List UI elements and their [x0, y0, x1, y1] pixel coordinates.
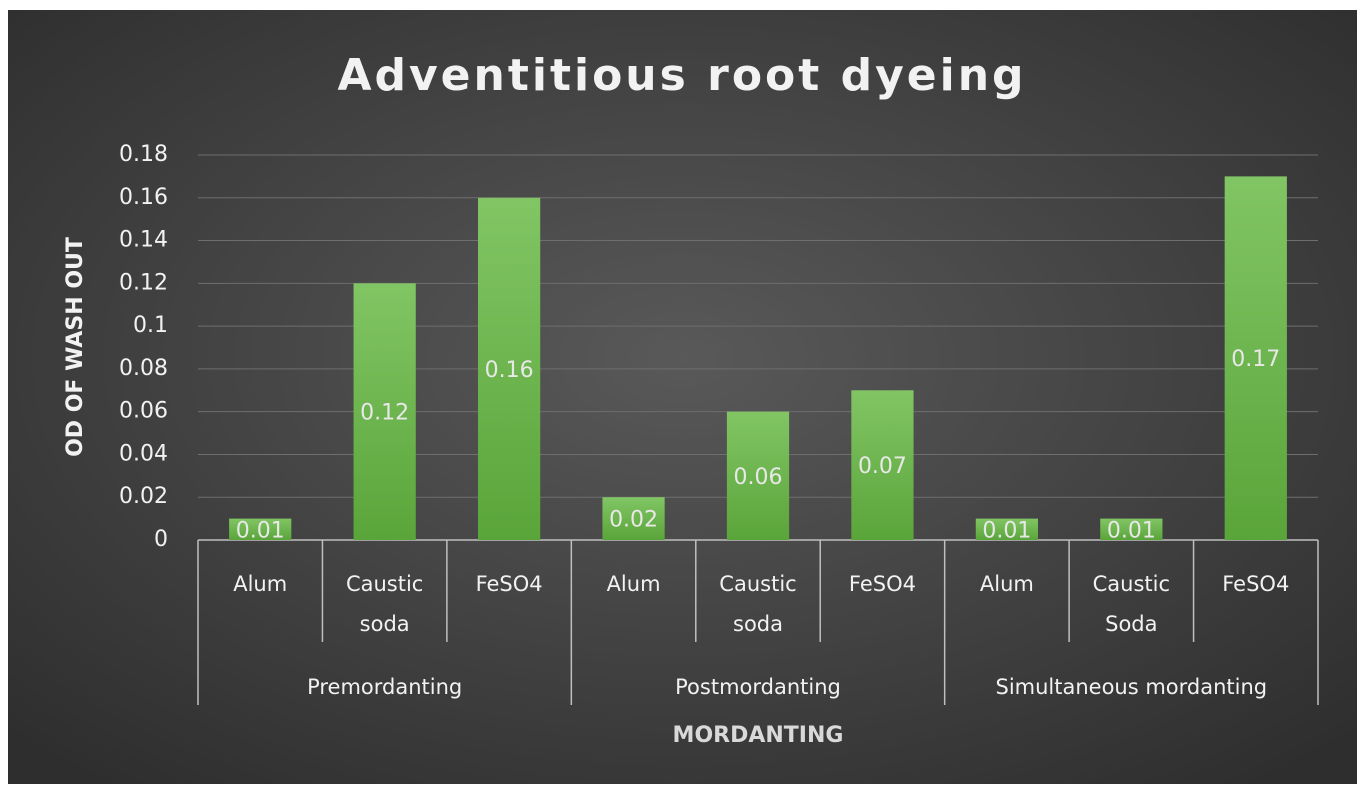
- bar: [726, 411, 790, 540]
- bar: [975, 518, 1038, 540]
- y-tick-label: 0: [154, 527, 168, 552]
- y-tick-label: 0.16: [119, 185, 168, 210]
- x-tick-label: Caustic soda: [346, 572, 423, 636]
- group-label: Simultaneous mordanting: [995, 675, 1267, 699]
- x-tick-label: Caustic soda: [719, 572, 796, 636]
- background: [8, 10, 1357, 784]
- y-tick-label: 0.08: [119, 356, 168, 381]
- y-tick-label: 0.1: [133, 313, 168, 338]
- y-tick-label: 0.14: [119, 228, 168, 253]
- x-tick-label: FeSO4: [849, 572, 916, 596]
- y-tick-label: 0.12: [119, 270, 168, 295]
- x-tick-label: Alum: [607, 572, 661, 596]
- x-tick-label: FeSO4: [1222, 572, 1289, 596]
- y-tick-label: 0.04: [119, 441, 168, 466]
- x-tick-label: Caustic Soda: [1093, 572, 1170, 636]
- bar: [1100, 518, 1163, 540]
- value-label: 0.02: [609, 508, 658, 533]
- value-label: 0.12: [360, 401, 409, 426]
- group-label: Premordanting: [307, 675, 462, 699]
- value-label: 0.17: [1231, 347, 1280, 372]
- x-axis-title: MORDANTING: [673, 723, 844, 748]
- y-tick-label: 0.18: [119, 142, 168, 167]
- value-label: 0.06: [734, 465, 783, 490]
- y-tick-label: 0.06: [119, 399, 168, 424]
- bar: [478, 197, 541, 540]
- y-axis-title: OD OF WASH OUT: [63, 237, 88, 457]
- bar: [353, 283, 416, 540]
- value-label: 0.16: [485, 358, 534, 383]
- value-label: 0.01: [236, 518, 285, 543]
- x-tick-label: Alum: [233, 572, 287, 596]
- chart-title: Adventitious root dyeing: [337, 50, 1026, 101]
- bar: [229, 518, 292, 540]
- y-tick-label: 0.02: [119, 484, 168, 509]
- value-label: 0.01: [982, 518, 1031, 543]
- group-label: Postmordanting: [675, 675, 841, 699]
- value-label: 0.07: [858, 454, 907, 479]
- x-tick-label: Alum: [980, 572, 1034, 596]
- value-label: 0.01: [1107, 518, 1156, 543]
- x-tick-label: FeSO4: [476, 572, 543, 596]
- bar: [602, 497, 665, 540]
- bar: [1224, 176, 1287, 540]
- bar: [851, 390, 914, 540]
